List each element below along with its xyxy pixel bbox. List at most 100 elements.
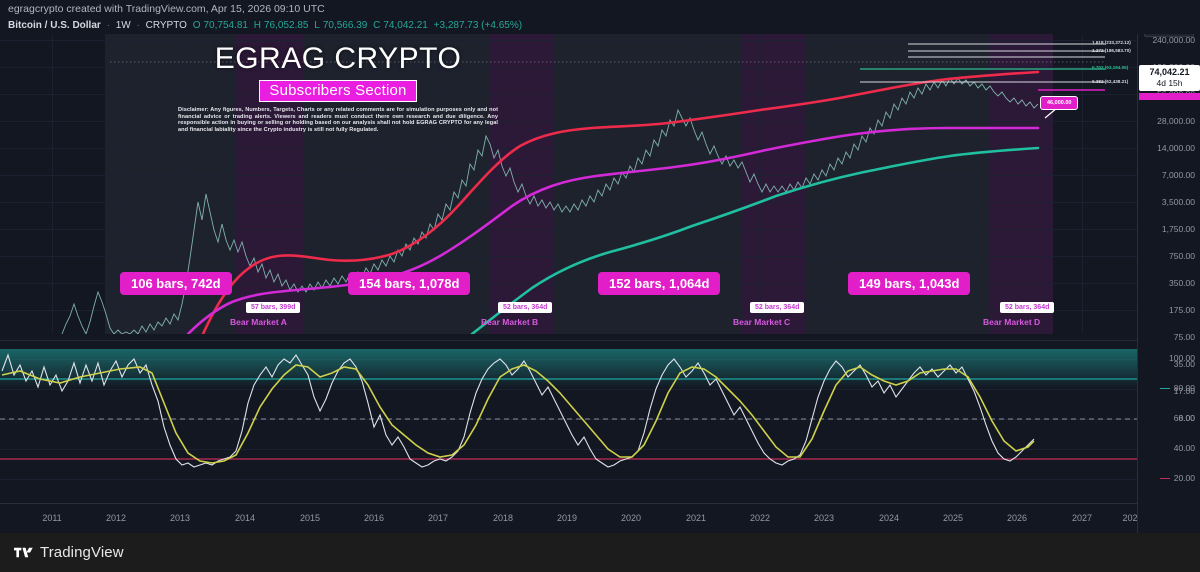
legend-symbol[interactable]: Bitcoin / U.S. Dollar [8,20,101,31]
gridline [1082,34,1083,334]
time-tick: 2015 [299,513,321,523]
price-callout-46000: 46,000.00 [1040,96,1079,110]
price-chart-pane[interactable]: EGRAG CRYPTO Subscribers Section Disclai… [0,34,1137,334]
gridline [0,67,1137,68]
bear-market-name-a: Bear Market A [230,317,287,327]
rsi-tick: 40.00 [1173,443,1195,453]
time-tick: 2018 [492,513,514,523]
price-tick: 14,000.00 [1157,143,1195,153]
gridline [0,175,1137,176]
subscribers-section-badge: Subscribers Section [259,80,417,102]
chart-title-overlay: EGRAG CRYPTO Subscribers Section Disclai… [178,42,498,133]
bear-cycle-label-c: 52 bars, 364d [750,302,805,313]
gridline [0,202,1137,203]
gridline [696,34,697,334]
fib-label-1618: 1.618 (233,372.12) [1092,40,1131,45]
rsi-indicator-pane[interactable] [0,340,1137,500]
price-tick: 3,500.00 [1161,197,1195,207]
time-tick: 2025 [942,513,964,523]
rsi-oversold-dash [1159,478,1170,479]
price-tick: 750.00 [1169,251,1195,261]
price-tick: 1,750.00 [1161,224,1195,234]
gridline [503,34,504,334]
price-tick: 35.00 [1173,359,1195,369]
legend-change: +3,287.73 (+4.65%) [433,20,523,31]
current-price-tag: 74,042.21 4d 15h [1139,65,1200,91]
gridline [1017,34,1018,334]
gridline [0,389,1137,390]
gridline [631,34,632,334]
legend-exchange: CRYPTO [145,20,187,31]
price-tick: 240,000.00 [1152,35,1195,45]
bear-market-band-d [990,34,1053,334]
tradingview-brand: TradingView [40,544,124,561]
gridline [0,121,1137,122]
time-tick: 202 [1122,513,1138,523]
legend-high-key: H [253,20,261,31]
time-tick: 2011 [42,513,62,523]
gridline [760,34,761,334]
ma-magenta-line [186,126,1040,334]
legend-open-key: O [192,20,201,31]
gridline [567,34,568,334]
gridline [0,479,1137,480]
symbol-legend[interactable]: Bitcoin / U.S. Dollar · 1W · CRYPTO O 70,… [0,18,1200,34]
gridline [0,310,1137,311]
time-tick: 2012 [105,513,127,523]
attribution-bar: egragcrypto created with TradingView.com… [0,0,1200,18]
disclaimer-text: Disclaimer: Any figures, Numbers, Target… [178,107,498,133]
gridline [374,34,375,334]
price-tick: 7,000.00 [1161,170,1195,180]
price-tick: 28,000.00 [1157,116,1195,126]
bar-countdown: 4d 15h [1156,78,1183,88]
footer-bar: TradingView [0,533,1200,572]
time-tick: 2021 [685,513,707,523]
bull-cycle-label-2: 154 bars, 1,078d [348,272,471,295]
price-series-svg [61,43,1105,334]
gridline [0,283,1137,284]
legend-close-value: 74,042.21 [383,20,428,31]
gridline [0,148,1137,149]
bull-cycle-label-1: 106 bars, 742d [120,272,232,295]
rsi-ma-line [1,364,1035,464]
tradingview-logo-icon [14,547,33,558]
gridline [0,449,1137,450]
rsi-tick: 80.00 [1159,383,1195,393]
gridline [52,34,53,334]
rsi-overbought-dash [1159,388,1170,389]
price-tick: 75.00 [1173,332,1195,342]
gridline [0,40,1137,41]
gridline [953,34,954,334]
price-tick: 8.00 [1178,413,1195,423]
legend-high-value: 76,052.85 [264,20,309,31]
legend-close-key: C [373,20,381,31]
legend-separator: · [106,20,110,31]
price-tick: 175.00 [1169,305,1195,315]
current-price-marker [1139,93,1200,100]
time-tick: 2022 [749,513,771,523]
time-tick: 2019 [556,513,578,523]
time-tick: 2014 [234,513,256,523]
bear-market-name-d: Bear Market D [983,317,1041,327]
bear-cycle-label-b: 52 bars, 364d [498,302,553,313]
legend-open-value: 70,754.81 [203,20,248,31]
gridline [116,34,117,334]
bull-cycle-label-4: 149 bars, 1,043d [848,272,971,295]
legend-low-value: 70,566.39 [322,20,368,31]
time-tick: 2013 [169,513,191,523]
time-tick: 2020 [620,513,642,523]
time-axis[interactable]: 2011 2012 2013 2014 2015 2016 2017 2018 … [0,503,1138,533]
gridline [889,34,890,334]
time-tick: 2023 [813,513,835,523]
bull-cycle-label-3: 152 bars, 1,064d [598,272,721,295]
time-tick: 2016 [363,513,385,523]
btc-price-line [61,77,1039,334]
time-tick: 2017 [427,513,449,523]
price-tick: 17.00 [1173,386,1195,396]
ma-teal-line [470,146,1040,334]
legend-timeframe[interactable]: 1W [115,20,131,31]
ma-red-line [201,70,1040,334]
gridline [0,94,1137,95]
rsi-series-svg [0,349,1137,468]
price-axis[interactable]: USD 240,000.00 120,000.00 56,000.00 28,0… [1137,18,1200,533]
